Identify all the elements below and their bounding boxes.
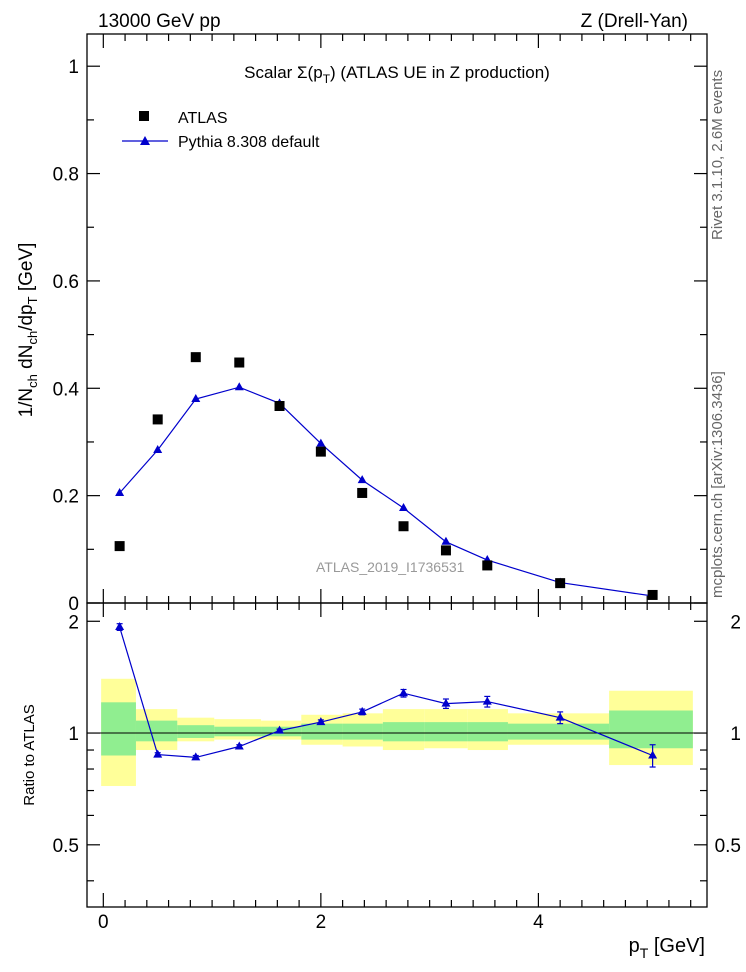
ratio-ytick-label: 2 [68,612,79,633]
atlas-point [440,545,451,556]
main-ytick-label: 0 [68,594,79,615]
atlas-point [482,560,493,571]
ratio-bands [87,678,707,787]
watermark-label: ATLAS_2019_I1736531 [316,559,465,575]
ratio-band-green [135,720,178,742]
atlas-point [357,487,368,498]
main-ytick-label: 0.4 [53,379,80,400]
ratio-point [153,749,163,758]
ratio-point [482,696,492,705]
pythia-line [119,386,653,597]
ratio-point [357,706,367,715]
header-right: Z (Drell-Yan) [581,11,688,32]
atlas-point [555,578,566,589]
ratio-xtick-label: 4 [533,912,544,933]
ratio-band-green [301,723,343,740]
main-ytick-label: 1 [68,57,79,78]
ratio-band-green [177,725,215,738]
ratio-xtick-label: 0 [98,912,109,933]
mcplots-label: mcplots.cern.ch [arXiv:1306.3436] [709,371,726,598]
ratio-xtick-label: 2 [316,912,327,933]
ratio-line [119,626,653,759]
ratio-plot: 0.5 0.5 1 1 2 2 0 2 4 Ratio to ATLAS pT [GeV] [21,602,741,961]
atlas-point [114,541,125,552]
main-ytick-label: 0.8 [53,165,79,186]
atlas-point [152,414,163,425]
ratio-point [555,712,565,721]
ratio-ytick-label-right: 1 [730,724,741,745]
atlas-point [190,352,201,363]
atlas-point [647,589,658,600]
main-plot: 0 0.2 0.4 0.6 0.8 1 Scalar Σ(pT) (ATLAS UE in… [16,33,708,907]
legend-atlas-label: ATLAS [178,110,228,127]
ratio-marks [115,622,658,768]
main-marks [114,352,658,600]
atlas-point [398,521,409,532]
ratio-ylabel: Ratio to ATLAS [21,704,38,805]
main-ylabel: 1/Nch dNch/dpT [GeV] [16,243,40,418]
main-ytick-label: 0.2 [53,487,79,508]
ratio-point [275,725,285,734]
legend-pythia-marker [140,136,150,145]
pythia-point [153,445,163,454]
legend-atlas-marker [139,111,149,121]
pythia-point [115,487,125,496]
main-title: Scalar Σ(pT) (ATLAS UE in Z production) [244,63,550,86]
ratio-band-green [382,722,425,742]
ratio-band-green [214,726,262,737]
pythia-point [357,475,367,484]
pythia-point [191,394,201,403]
header-left: 13000 GeV pp [98,11,221,32]
ratio-point [191,752,201,761]
ratio-point [234,741,244,750]
rivet-label: Rivet 3.1.10, 2.6M events [709,70,726,240]
main-ticks: 0 0.2 0.4 0.6 0.8 1 [53,34,707,907]
atlas-point [274,400,285,411]
ratio-band-green [101,702,136,756]
ratio-point [316,717,326,726]
atlas-point [234,357,245,368]
ratio-band-green [609,710,693,749]
pythia-point [399,502,409,511]
ratio-ytick-label: 0.5 [53,836,79,857]
ratio-ytick-label-right: 0.5 [715,836,741,857]
legend: ATLAS Pythia 8.308 default [122,110,320,151]
pythia-point [316,438,326,447]
main-ytick-label: 0.6 [53,272,79,293]
pythia-point [441,536,451,545]
legend-pythia-label: Pythia 8.308 default [178,134,320,151]
ratio-frame [86,602,708,908]
ratio-band-green [342,723,383,740]
ratio-xlabel: pT [GeV] [629,935,705,961]
ratio-ytick-label-right: 2 [730,612,741,633]
ratio-point [115,622,125,631]
ratio-point [648,750,658,759]
ratio-ticks: 0.5 0.5 1 1 2 2 0 2 4 [53,612,741,933]
ratio-ytick-label: 1 [68,724,79,745]
ratio-point [441,698,451,707]
ratio-band-green [467,722,508,742]
atlas-point [315,446,326,457]
ratio-band-green [424,722,468,742]
pythia-point [234,382,244,391]
ratio-point [399,688,409,697]
